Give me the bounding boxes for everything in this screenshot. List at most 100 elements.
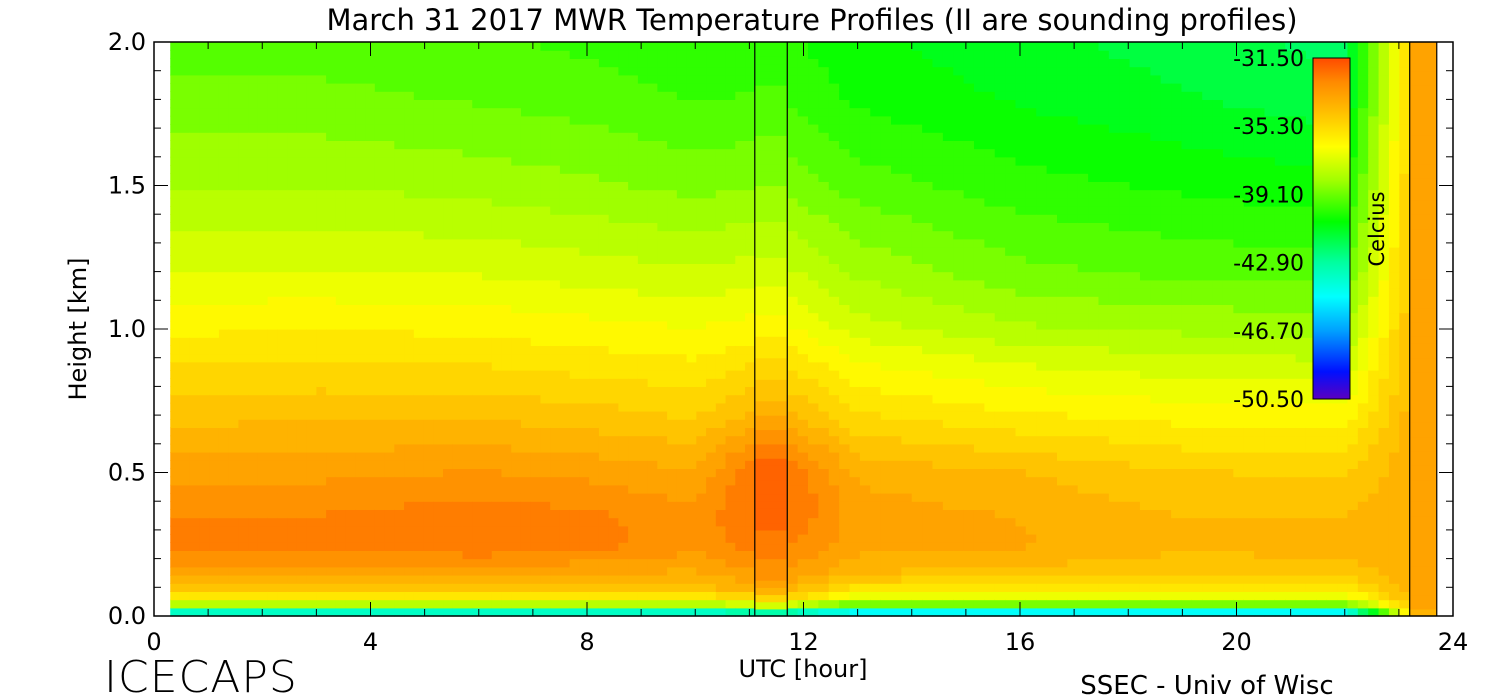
heatmap-cell	[901, 394, 913, 404]
heatmap-cell	[647, 575, 658, 584]
heatmap-cell	[828, 329, 840, 338]
heatmap-cell	[433, 476, 444, 486]
heatmap-cell	[657, 386, 668, 396]
heatmap-cell	[550, 378, 561, 387]
heatmap-cell	[199, 132, 210, 141]
heatmap-cell	[725, 320, 736, 330]
heatmap-cell	[472, 517, 483, 527]
heatmap-cell	[306, 271, 317, 281]
heatmap-cell	[787, 148, 799, 158]
heatmap-cell	[880, 378, 892, 387]
heatmap-cell	[818, 599, 830, 609]
heatmap-cell	[657, 361, 668, 371]
heatmap-cell	[569, 361, 581, 371]
heatmap-cell	[808, 271, 819, 281]
heatmap-cell	[657, 58, 668, 68]
heatmap-cell	[901, 517, 913, 527]
heatmap-cell	[472, 493, 483, 502]
heatmap-cell	[579, 148, 590, 158]
heatmap-cell	[501, 501, 512, 510]
heatmap-cell	[199, 304, 210, 314]
heatmap-cell	[696, 493, 707, 502]
heatmap-cell	[637, 378, 649, 387]
heatmap-cell	[797, 525, 809, 535]
heatmap-cell	[520, 411, 532, 420]
heatmap-cell	[569, 255, 581, 264]
heatmap-cell	[472, 165, 483, 174]
heatmap-cell	[355, 468, 366, 478]
heatmap-cell	[170, 107, 181, 117]
heatmap-cell	[569, 525, 581, 535]
heatmap-cell	[667, 304, 678, 314]
heatmap-cell	[394, 558, 405, 568]
heatmap-cell	[355, 517, 366, 527]
heatmap-cell	[618, 206, 629, 215]
heatmap-cell	[423, 58, 434, 68]
heatmap-cell	[306, 542, 317, 551]
heatmap-cell	[462, 329, 473, 338]
heatmap-cell	[859, 197, 871, 207]
heatmap-cell	[859, 247, 871, 256]
heatmap-cell	[491, 599, 503, 609]
heatmap-cell	[839, 501, 851, 510]
heatmap-cell	[257, 599, 269, 609]
heatmap-cell	[647, 501, 658, 510]
heatmap-cell	[491, 296, 503, 305]
heatmap-cell	[818, 591, 830, 601]
heatmap-cell	[306, 476, 317, 486]
heatmap-cell	[433, 443, 444, 453]
heatmap-cell	[326, 83, 337, 92]
heatmap-cell	[787, 132, 799, 141]
heatmap-cell	[404, 99, 415, 109]
heatmap-cell	[501, 534, 512, 543]
heatmap-cell	[257, 476, 269, 486]
heatmap-cell	[287, 484, 298, 494]
heatmap-cell	[218, 296, 230, 305]
heatmap-cell	[335, 271, 347, 281]
heatmap-cell	[355, 443, 366, 453]
heatmap-cell	[443, 493, 454, 502]
heatmap-cell	[355, 509, 366, 519]
heatmap-cell	[637, 165, 649, 174]
heatmap-cell	[725, 148, 736, 158]
heatmap-cell	[569, 353, 581, 363]
heatmap-cell	[706, 304, 717, 314]
heatmap-cell	[462, 263, 473, 273]
heatmap-cell	[520, 476, 532, 486]
heatmap-cell	[559, 534, 571, 543]
heatmap-cell	[384, 58, 395, 68]
heatmap-cell	[569, 132, 581, 141]
heatmap-cell	[880, 493, 892, 502]
heatmap-cell	[443, 206, 454, 215]
heatmap-cell	[735, 607, 746, 617]
heatmap-cell	[676, 476, 688, 486]
heatmap-cell	[443, 304, 454, 314]
heatmap-cell	[520, 263, 532, 273]
heatmap-cell	[179, 320, 191, 330]
heatmap-cell	[335, 173, 347, 182]
heatmap-cell	[218, 230, 230, 240]
heatmap-cell	[608, 550, 619, 560]
heatmap-cell	[394, 509, 405, 519]
heatmap-cell	[511, 353, 522, 363]
heatmap-cell	[404, 197, 415, 207]
heatmap-cell	[608, 370, 619, 379]
heatmap-cell	[199, 91, 210, 100]
heatmap-cell	[238, 411, 249, 420]
heatmap-cell	[676, 255, 688, 264]
heatmap-cell	[715, 443, 727, 453]
heatmap-cell	[404, 337, 415, 346]
heatmap-cell	[248, 288, 259, 297]
heatmap-cell	[735, 476, 746, 486]
heatmap-cell	[540, 411, 551, 420]
heatmap-cell	[569, 181, 581, 191]
heatmap-cell	[849, 312, 861, 322]
heatmap-cell	[715, 411, 727, 420]
heatmap-cell	[189, 361, 201, 371]
heatmap-cell	[374, 181, 386, 191]
heatmap-cell	[628, 42, 639, 51]
heatmap-cell	[209, 386, 220, 396]
heatmap-cell	[550, 255, 561, 264]
heatmap-cell	[365, 566, 376, 576]
heatmap-cell	[901, 550, 913, 560]
